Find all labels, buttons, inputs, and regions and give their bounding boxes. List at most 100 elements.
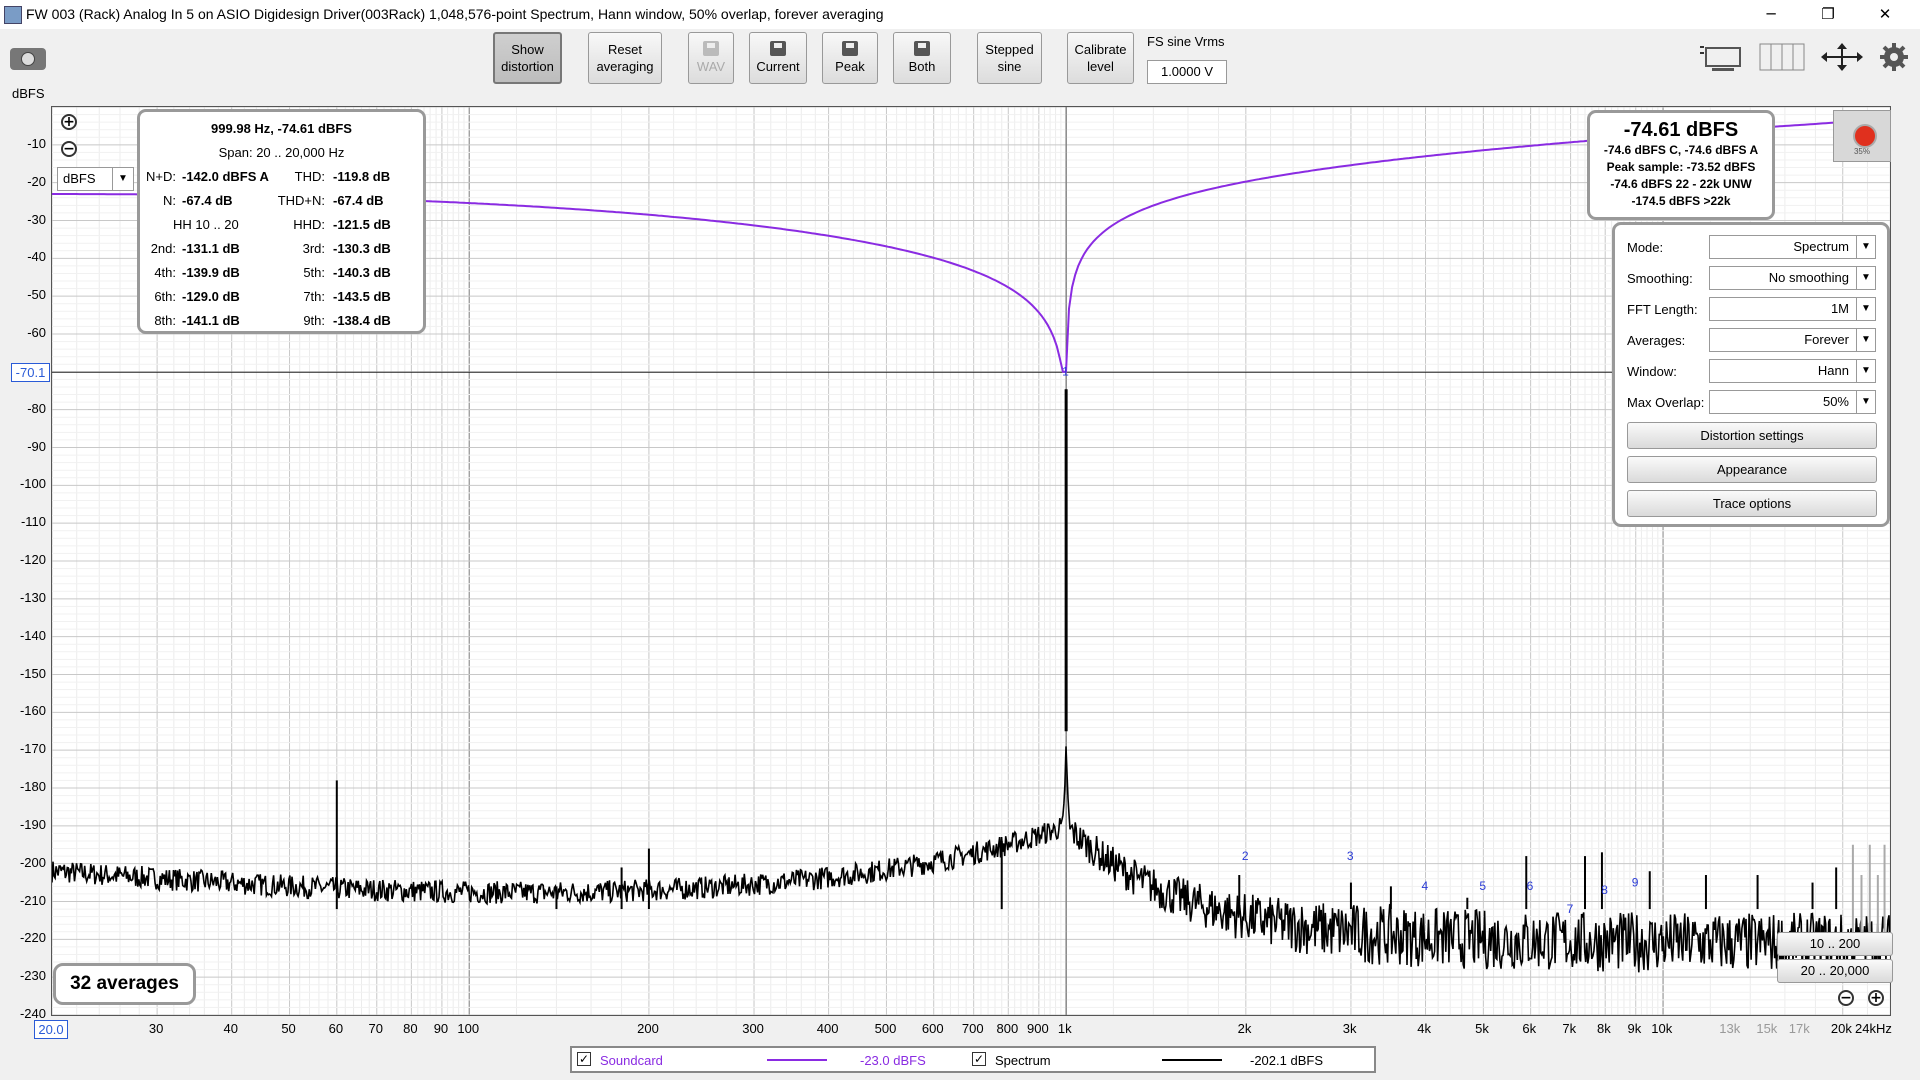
calibrate-level-button[interactable]: Calibrate level	[1067, 32, 1134, 84]
y-tick-label: -10	[27, 135, 46, 151]
harmonic-marker-label: 1	[1062, 365, 1069, 379]
zoom-in-icon[interactable]: +	[1868, 990, 1884, 1006]
reset-averaging-button[interactable]: Reset averaging	[588, 32, 662, 84]
averages-value: Forever	[1804, 332, 1849, 347]
calibrate-level-label-2: level	[1087, 59, 1114, 74]
x-tick-label: 500	[874, 1021, 897, 1036]
current-label: Current	[756, 59, 800, 74]
y-tick-label: -60	[27, 325, 46, 340]
fft-length-value: 1M	[1830, 301, 1849, 316]
disk-icon	[770, 41, 786, 56]
save-both-button[interactable]: Both	[893, 32, 951, 84]
x-tick-label: 600	[921, 1021, 944, 1036]
chevron-down-icon: ▼	[1856, 298, 1875, 320]
columns-icon[interactable]	[1758, 42, 1806, 72]
fft-length-select[interactable]: 1M ▼	[1709, 297, 1876, 321]
distortion-label: 3rd:	[302, 241, 325, 256]
averages-select[interactable]: Forever ▼	[1709, 328, 1876, 352]
appearance-button[interactable]: Appearance	[1627, 456, 1877, 483]
trace-options-button[interactable]: Trace options	[1627, 490, 1877, 517]
harmonic-marker-label: 5	[1479, 879, 1486, 893]
camera-icon[interactable]	[10, 48, 46, 70]
level-line-4: -174.5 dBFS >22k	[1631, 194, 1731, 208]
x-tick-label: 1k	[1057, 1021, 1072, 1036]
stepped-sine-label-1: Stepped	[985, 42, 1034, 57]
x-tick-label: 800	[996, 1021, 1019, 1036]
y-tick-label: -220	[19, 930, 46, 946]
fs-sine-input[interactable]: 1.0000 V	[1147, 60, 1227, 84]
x-tick-label: 5k	[1475, 1021, 1489, 1036]
y-tick-label: -30	[27, 211, 46, 227]
level-line-2: Peak sample: -73.52 dBFS	[1606, 160, 1756, 174]
wav-button[interactable]: WAV	[688, 32, 734, 84]
harmonic-marker-label: 8	[1601, 883, 1608, 897]
chevron-down-icon: ▼	[1856, 236, 1875, 258]
reset-averaging-label-2: averaging	[596, 59, 654, 74]
y-tick-label: -170	[19, 741, 46, 757]
spectrum-legend-line	[1162, 1059, 1222, 1061]
distortion-label: 5th:	[303, 265, 325, 280]
stepped-sine-label-2: sine	[997, 59, 1022, 74]
soundcard-legend-label: Soundcard	[600, 1053, 663, 1068]
x-tick-label: 40	[223, 1021, 238, 1036]
show-distortion-label-1: Show	[511, 42, 544, 57]
chevron-down-icon: ▼	[1856, 360, 1875, 382]
distortion-label: 2nd:	[150, 241, 176, 256]
gear-icon[interactable]	[1879, 42, 1909, 72]
layout-icon[interactable]	[1698, 42, 1748, 72]
x-tick-label: 200	[637, 1021, 659, 1036]
max-overlap-select[interactable]: 50% ▼	[1709, 390, 1876, 414]
mode-select[interactable]: Spectrum ▼	[1709, 235, 1876, 259]
show-distortion-label-2: distortion	[501, 59, 554, 74]
y-tick-label: -100	[19, 476, 46, 492]
x-start-box[interactable]: 20.0	[34, 1020, 68, 1039]
soundcard-checkbox[interactable]: ✓	[577, 1052, 591, 1066]
y-tick-label: -40	[27, 249, 46, 265]
distortion-value: -142.0 dBFS A	[182, 169, 269, 184]
distortion-freq-level: 999.98 Hz, -74.61 dBFS	[211, 121, 352, 136]
close-button[interactable]: ✕	[1878, 5, 1892, 23]
stepped-sine-button[interactable]: Stepped sine	[977, 32, 1042, 84]
smoothing-label: Smoothing:	[1627, 271, 1693, 286]
soundcard-legend-level: -23.0 dBFS	[860, 1053, 926, 1068]
x-tick-label: 4k	[1417, 1021, 1432, 1036]
x-tick-label: 9k	[1627, 1021, 1642, 1036]
move-arrows-icon[interactable]	[1819, 42, 1865, 72]
distortion-value: -121.5 dB	[333, 217, 391, 232]
level-line-3: -74.6 dBFS 22 - 22k UNW	[1610, 177, 1752, 191]
save-current-button[interactable]: Current	[749, 32, 807, 84]
save-peak-button[interactable]: Peak	[822, 32, 878, 84]
max-overlap-value: 50%	[1822, 394, 1849, 409]
distortion-label: 6th:	[154, 289, 176, 304]
x-tick-label: 15k	[1756, 1021, 1778, 1036]
y-tick-label: -200	[19, 854, 46, 870]
mode-label: Mode:	[1627, 240, 1664, 255]
window-select[interactable]: Hann ▼	[1709, 359, 1876, 383]
spectrum-legend-label: Spectrum	[995, 1053, 1051, 1068]
distortion-value: -119.8 dB	[333, 169, 391, 184]
x-tick-label: 50	[281, 1021, 296, 1036]
range-20-20000-button[interactable]: 20 .. 20,000	[1777, 959, 1893, 983]
show-distortion-button[interactable]: Show distortion	[493, 32, 562, 84]
level-line-1: -74.6 dBFS C, -74.6 dBFS A	[1603, 143, 1759, 157]
minimize-button[interactable]: ─	[1766, 5, 1776, 23]
unit-select[interactable]: dBFS ▼	[57, 167, 134, 191]
zoom-in-icon[interactable]: +	[61, 114, 77, 130]
distortion-label: THD+N:	[277, 193, 325, 208]
x-tick-label: 80	[403, 1021, 418, 1036]
zoom-out-icon[interactable]: −	[61, 141, 77, 157]
record-button[interactable]: 35%	[1833, 110, 1891, 162]
spectrum-checkbox[interactable]: ✓	[972, 1052, 986, 1066]
reset-averaging-label-1: Reset	[608, 42, 642, 57]
x-tick-label: 60	[328, 1021, 344, 1036]
x-tick-label: 90	[433, 1021, 449, 1036]
range-10-200-button[interactable]: 10 .. 200	[1777, 932, 1893, 956]
distortion-settings-button[interactable]: Distortion settings	[1627, 422, 1877, 449]
smoothing-select[interactable]: No smoothing ▼	[1709, 266, 1876, 290]
max-overlap-label: Max Overlap:	[1627, 395, 1705, 410]
restore-button[interactable]: ❐	[1821, 5, 1835, 23]
y-tick-label: -80	[27, 400, 46, 416]
cursor-level-box[interactable]: -70.1	[11, 363, 50, 382]
zoom-out-icon[interactable]: −	[1838, 990, 1854, 1006]
chevron-down-icon: ▼	[1856, 267, 1875, 289]
